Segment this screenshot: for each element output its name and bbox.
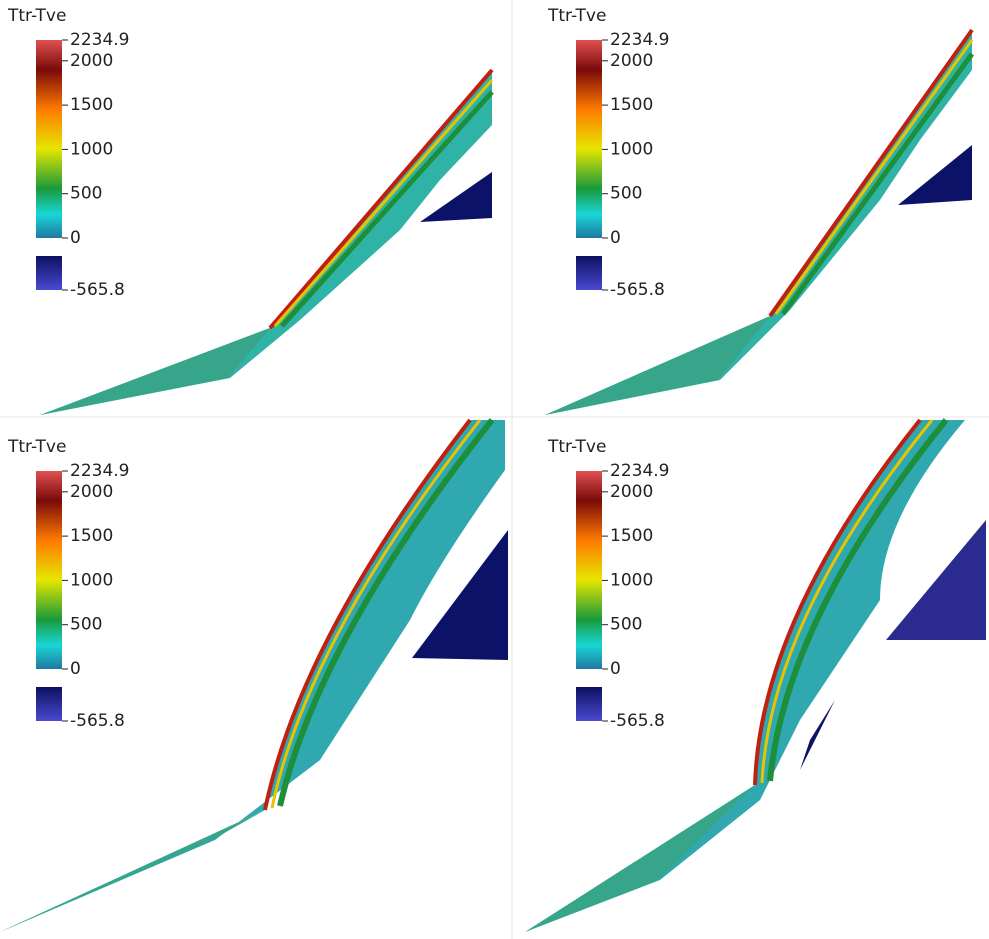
tick-label: 500 (70, 615, 102, 635)
tick-label: 500 (610, 615, 642, 635)
tick-label: -565.8 (70, 280, 125, 300)
colorbar (576, 40, 602, 238)
colorbar-title: Ttr-Tve (7, 437, 66, 457)
tick-label: 1500 (610, 95, 653, 115)
colorbar-negative (36, 256, 62, 290)
flow-field (545, 28, 975, 415)
colorbar-negative (576, 256, 602, 290)
colorbar-negative (576, 687, 602, 721)
tick-label: 0 (70, 228, 81, 248)
colorbar-title: Ttr-Tve (547, 6, 606, 26)
tick-label: 2234.9 (610, 461, 669, 481)
tick-label: 2234.9 (70, 461, 129, 481)
tick-label: 1500 (70, 95, 113, 115)
tick-label: -565.8 (70, 711, 125, 731)
tick-label: 0 (610, 659, 621, 679)
tick-label: 2000 (70, 51, 113, 71)
tick-label: -565.8 (610, 711, 665, 731)
tick-label: 2000 (610, 482, 653, 502)
tick-label: 500 (70, 184, 102, 204)
tick-label: 1500 (610, 526, 653, 546)
tick-label: 0 (70, 659, 81, 679)
colorbar (36, 40, 62, 238)
tick-label: 1000 (610, 570, 653, 590)
tick-label: 1000 (70, 139, 113, 159)
tick-label: 2000 (610, 51, 653, 71)
tick-label: -565.8 (610, 280, 665, 300)
colorbar-title: Ttr-Tve (7, 6, 66, 26)
tick-label: 1000 (610, 139, 653, 159)
colorbar (576, 471, 602, 669)
colorbar (36, 471, 62, 669)
tick-label: 1500 (70, 526, 113, 546)
tick-label: 0 (610, 228, 621, 248)
tick-label: 2000 (70, 482, 113, 502)
tick-label: 1000 (70, 570, 113, 590)
colorbar-negative (36, 687, 62, 721)
flow-field (525, 418, 986, 932)
flow-field (0, 418, 508, 932)
tick-label: 500 (610, 184, 642, 204)
tick-label: 2234.9 (610, 30, 669, 50)
flow-field (40, 68, 494, 415)
colorbar-title: Ttr-Tve (547, 437, 606, 457)
tick-label: 2234.9 (70, 30, 129, 50)
